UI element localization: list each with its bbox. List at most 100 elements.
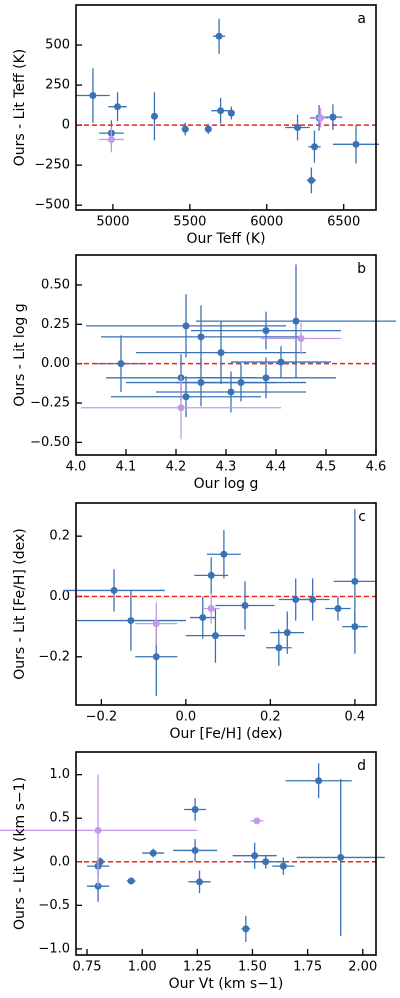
point xyxy=(110,586,118,594)
x-tick-label: −0.2 xyxy=(86,710,118,725)
point xyxy=(262,327,270,335)
x-tick-label: 4.2 xyxy=(166,460,187,475)
point xyxy=(191,846,199,854)
y-tick-label: −0.5 xyxy=(38,898,70,913)
panel-label: d xyxy=(357,758,366,774)
x-tick-label: 6500 xyxy=(327,215,360,230)
point xyxy=(352,140,360,148)
y-tick-label: 1.0 xyxy=(49,767,70,782)
panel-label: c xyxy=(358,509,366,525)
point xyxy=(89,91,97,99)
y-tick-label: 0 xyxy=(62,118,70,133)
point xyxy=(251,852,259,860)
point xyxy=(227,388,235,396)
point xyxy=(207,571,215,579)
point xyxy=(294,124,302,132)
x-tick-label: 0.0 xyxy=(176,710,197,725)
point xyxy=(242,925,250,933)
x-tick-label: 4.4 xyxy=(266,460,287,475)
x-tick-label: 0.2 xyxy=(260,710,281,725)
y-tick-label: −1.0 xyxy=(38,941,70,956)
panel: 4.0 4.1 4.2 4.3 4.4 4.5 4.6 0.50 0.25 0.00 −0.25 −0… xyxy=(12,254,396,492)
x-axis-label: Our Vt (km s−1) xyxy=(169,976,284,992)
y-tick-label: 0.2 xyxy=(49,529,70,544)
point xyxy=(283,629,291,637)
point xyxy=(334,605,342,613)
point xyxy=(204,125,212,133)
point xyxy=(315,777,323,785)
point xyxy=(227,109,235,117)
x-tick-label: 4.0 xyxy=(66,460,87,475)
y-tick-label: 0.50 xyxy=(41,277,70,292)
point xyxy=(94,826,102,834)
axes-frame xyxy=(75,4,377,211)
axes-frame xyxy=(75,751,377,956)
point xyxy=(127,877,135,885)
point xyxy=(329,113,337,121)
y-tick-label: 0.0 xyxy=(49,854,70,869)
point xyxy=(217,107,225,115)
x-tick-label: 1.50 xyxy=(238,960,267,975)
point xyxy=(262,374,270,382)
point xyxy=(181,125,189,133)
axes-frame xyxy=(75,254,377,456)
point xyxy=(241,602,249,610)
y-tick-label: 0.0 xyxy=(49,589,70,604)
point xyxy=(262,858,270,866)
point xyxy=(307,176,315,184)
point xyxy=(182,393,190,401)
point xyxy=(211,632,219,640)
point xyxy=(117,360,125,368)
x-tick-label: 1.00 xyxy=(128,960,157,975)
point xyxy=(107,136,115,144)
x-tick-label: 4.5 xyxy=(316,460,337,475)
point xyxy=(152,653,160,661)
point xyxy=(337,853,345,861)
point xyxy=(277,358,285,366)
point xyxy=(310,143,318,151)
x-tick-label: 5000 xyxy=(96,215,129,230)
y-axis-label: Ours - Lit log g xyxy=(12,303,28,406)
x-tick-label: 4.6 xyxy=(366,460,387,475)
x-tick-label: 6000 xyxy=(250,215,283,230)
point xyxy=(114,103,122,111)
x-tick-label: 2.00 xyxy=(348,960,377,975)
point xyxy=(149,849,157,857)
panel: −0.2 0.0 0.2 0.4 0.2 0.0 −0.2 c Our [Fe/H] (dex)… xyxy=(12,502,377,742)
y-tick-label: −0.25 xyxy=(30,396,70,411)
x-axis-label: Our log g xyxy=(194,476,259,492)
panel: 5000 5500 6000 6500 500 250 0 −250 −500 a Our Teff… xyxy=(12,4,380,247)
y-tick-label: 0.5 xyxy=(49,811,70,826)
point xyxy=(199,614,207,622)
point xyxy=(127,617,135,625)
x-tick-label: 1.75 xyxy=(293,960,322,975)
point xyxy=(197,333,205,341)
point xyxy=(220,550,228,558)
y-axis-label: Ours - Lit Teff (K) xyxy=(12,49,28,167)
point xyxy=(253,817,261,825)
point xyxy=(297,334,305,342)
y-tick-label: −0.2 xyxy=(38,649,70,664)
x-tick-label: 5500 xyxy=(173,215,206,230)
point xyxy=(191,806,199,814)
point xyxy=(215,32,223,40)
x-axis-label: Our Teff (K) xyxy=(186,231,265,247)
x-tick-label: 4.1 xyxy=(116,460,137,475)
y-tick-label: −500 xyxy=(34,198,70,213)
panel-label: b xyxy=(357,261,366,277)
y-axis-label: Ours - Lit [Fe/H] (dex) xyxy=(12,528,28,680)
point xyxy=(207,605,215,613)
point xyxy=(275,644,283,652)
point xyxy=(279,862,287,870)
point xyxy=(152,620,160,628)
point xyxy=(292,317,300,325)
x-tick-label: 1.25 xyxy=(183,960,212,975)
x-tick-label: 0.75 xyxy=(73,960,102,975)
y-tick-label: 500 xyxy=(45,38,70,53)
x-axis-label: Our [Fe/H] (dex) xyxy=(169,726,282,742)
y-tick-label: 0.25 xyxy=(41,317,70,332)
point xyxy=(317,114,325,122)
y-tick-label: −0.50 xyxy=(30,435,70,450)
point xyxy=(177,404,185,412)
